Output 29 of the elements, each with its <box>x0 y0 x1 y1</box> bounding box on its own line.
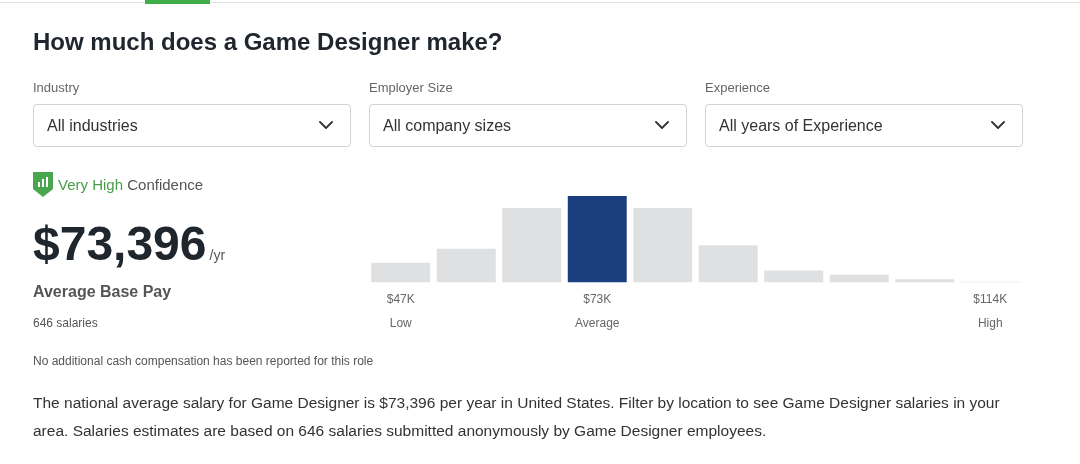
text: Confidence <box>127 176 204 193</box>
bar <box>698 245 758 283</box>
bar <box>502 208 562 283</box>
text: 646 salaries <box>33 315 98 331</box>
text: Low <box>389 315 413 330</box>
x-tick-label: $47K <box>386 292 415 307</box>
text: Very High <box>58 176 124 193</box>
bar <box>764 270 824 283</box>
dropdown-field: All company sizes <box>369 104 687 147</box>
x-tick-label: $73K <box>583 292 612 307</box>
bar <box>436 248 496 283</box>
bar <box>567 196 627 283</box>
text: Experience <box>705 80 771 96</box>
dropdown-field: All years of Experience <box>705 104 1023 147</box>
text: Industry <box>33 80 80 96</box>
bar <box>829 274 889 283</box>
text: No additional cash compensation has been reported for this role <box>33 353 374 369</box>
text: High <box>977 315 1003 330</box>
text: Employer Size <box>369 80 453 96</box>
bar <box>633 208 693 283</box>
bar <box>371 262 431 283</box>
x-tick-label: $114K <box>973 292 1008 307</box>
text: Average <box>575 315 620 330</box>
chart-title: How much does a Game Designer make? <box>33 28 503 56</box>
text: /yr <box>209 247 226 263</box>
text: Average Base Pay <box>33 283 172 301</box>
text: $73,396 <box>33 217 207 270</box>
dropdown-field: All industries <box>33 104 351 147</box>
text: The national average salary for Game Designer is $73,396 per year in United States. Filter by location to see Game Designer salaries in your area. Salaries estimates are based on 646 salaries submitted anonymously by Game Designer employees. <box>33 393 1001 441</box>
